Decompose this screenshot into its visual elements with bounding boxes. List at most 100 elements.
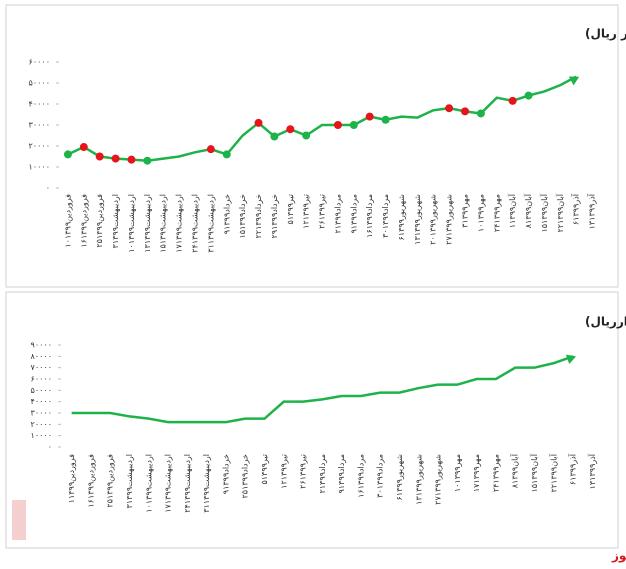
y-tick-label: ۸۰۰۰۰ [31,352,52,361]
x-tick-label: ۱۵خرداد۱۳۹۹ [238,194,247,239]
x-tick-label: ۱۰اردیبهشت۱۳۹۹ [127,194,136,253]
x-tick-label: ۳۱اردیبهشت۱۳۹۹ [206,194,215,253]
y-tick-label: ۰ [48,443,52,452]
x-tick-label: ۹مرداد۱۳۹۹ [349,194,358,234]
x-tick-label: ۸آبان۱۳۹۹ [523,193,533,228]
x-tick-label: ۱۳شهریور۱۳۹۹ [413,194,422,245]
x-tick-label: ۲۵فروردین۱۳۹۹ [95,194,104,248]
y-tick-label: ۱۰۰۰۰ [31,431,52,440]
x-tick-label: ۱۲تیر۱۳۹۹ [279,454,288,489]
marker [206,145,215,154]
x-tick-label: ۲۷شهریور۱۳۹۹ [445,194,454,245]
x-tick-label: ۹خرداد۱۳۹۹ [222,194,231,234]
x-tick-label: ۱۷اردیبهشت۱۳۹۹ [164,454,173,513]
y-tick-label: ۴۰۰۰۰ [31,397,52,406]
x-tick-label: ۱۵اردیبهشت۱۳۹۹ [159,194,168,253]
x-tick-label: ۱۳اردیبهشت۱۳۹۹ [143,194,152,253]
marker [111,154,120,163]
arrow-head [565,354,577,365]
y-tick-label: ۶۰۰۰۰ [29,58,50,67]
x-tick-label: ۱۳شهریور۱۳۹۹ [414,454,423,505]
x-tick-label: ۱۰فروردین۱۳۹۹ [63,194,72,248]
x-tick-label: ۲۲آبان۱۳۹۹ [555,193,565,232]
y-tick-label: ۳۰۰۰۰ [31,409,52,418]
marker [254,118,263,127]
x-tick-label: ۱فروردین۱۳۹۹ [67,454,76,504]
marker [302,131,311,140]
x-tick-label: ۱۵آبان۱۳۹۹ [539,193,549,232]
x-tick-label: ۲۵فروردین۱۳۹۹ [106,454,115,508]
y-tick-label: ۵۰۰۰۰ [29,79,50,88]
y-tick-label: ۷۰۰۰۰ [31,363,52,372]
marker [349,121,358,129]
x-tick-label: ۱۶مرداد۱۳۹۹ [356,454,365,498]
marker [381,115,390,124]
marker [63,150,72,159]
x-tick-label: ۲۶تیر۱۳۹۹ [318,194,327,229]
x-tick-label: ۲۰شهریور۱۳۹۹ [429,194,438,245]
y-tick-label: ۶۰۰۰۰ [31,375,52,384]
x-tick-label: ۲۷شهریور۱۳۹۹ [434,454,443,505]
marker [333,121,342,129]
x-tick-label: ۱۶فروردین۱۳۹۹ [79,194,88,248]
watermark [12,500,26,540]
x-tick-label: ۹مرداد۱۳۹۹ [337,454,346,494]
marker [270,132,279,141]
x-tick-label: ۲۴اردیبهشت۱۳۹۹ [191,194,200,253]
marker [127,155,136,164]
x-tick-label: ۶شهریور۱۳۹۹ [395,454,404,501]
x-tick-label: ۶آذر۱۳۹۹ [568,453,578,485]
x-tick-label: ۳۱اردیبهشت۱۳۹۹ [202,454,211,513]
x-tick-label: ۲۲آبان۱۳۹۹ [548,453,558,492]
line [67,75,577,162]
y-tick-label: ۱۰۰۰۰ [29,163,50,172]
marker [143,156,152,165]
marker [461,107,469,116]
chart-title: روند نرخ فروش لوب کات پالایشگاه اصفهان د… [585,315,626,330]
chart-frame [5,291,619,549]
marker [365,112,374,121]
x-tick-label: ۳۰مرداد۱۳۹۹ [381,194,390,238]
x-tick-label: ۲۶تیر۱۳۹۹ [299,454,308,489]
arrow-head [568,76,580,86]
x-tick-label: ۶شهریور۱۳۹۹ [397,194,406,241]
x-tick-label: ۳اردیبهشت۱۳۹۹ [111,194,120,248]
x-tick-label: ۳اردیبهشت۱۳۹۹ [125,454,134,508]
y-tick-label: ۲۰۰۰۰ [31,420,52,429]
x-tick-label: ۱۰مهر۱۳۹۹ [453,454,462,492]
marker [222,150,231,159]
x-tick-label: ۲۴مهر۱۳۹۹ [492,194,501,232]
x-tick-label: ۱۷اردیبهشت۱۳۹۹ [175,194,184,253]
marker [508,96,517,105]
x-tick-label: ۱۶فروردین۱۳۹۹ [86,454,95,508]
x-tick-label: ۸آبان۱۳۹۹ [510,453,520,488]
y-tick-label: ۳۰۰۰۰ [29,121,50,130]
x-tick-label: ۱۰مهر۱۳۹۹ [476,194,485,232]
y-tick-label: ۵۰۰۰۰ [31,386,52,395]
line [71,355,574,424]
marker [476,109,485,118]
x-tick-label: ۱آبان۱۳۹۹ [507,193,517,228]
source: بورس نیوز [611,549,626,564]
x-tick-label: ۵تیر۱۳۹۹ [286,194,295,225]
x-tick-label: ۳مهر۱۳۹۹ [461,194,470,228]
x-tick-label: ۱۵آبان۱۳۹۹ [529,453,539,492]
marker [79,143,88,152]
x-tick-label: ۱۳آذر۱۳۹۹ [587,193,597,229]
marker [524,91,533,100]
x-tick-label: ۲۲خرداد۱۳۹۹ [254,194,263,239]
x-tick-label: ۲۵خرداد۱۳۹۹ [241,454,250,499]
y-tick-label: ۴۰۰۰۰ [29,100,50,109]
x-tick-label: ۲۴مهر۱۳۹۹ [491,454,500,492]
x-tick-label: ۲۹خرداد۱۳۹۹ [270,194,279,239]
x-tick-label: ۱۳آذر۱۳۹۹ [587,453,597,489]
marker [286,125,295,134]
chart-frame [5,4,619,288]
x-tick-label: ۲۴اردیبهشت۱۳۹۹ [183,454,192,513]
x-tick-label: ۹خرداد۱۳۹۹ [221,454,230,494]
x-tick-label: ۲مرداد۱۳۹۹ [333,194,342,234]
x-tick-label: ۳۰مرداد۱۳۹۹ [376,454,385,498]
x-tick-label: ۵تیر۱۳۹۹ [260,454,269,485]
x-tick-label: ۱۶مرداد۱۳۹۹ [365,194,374,238]
